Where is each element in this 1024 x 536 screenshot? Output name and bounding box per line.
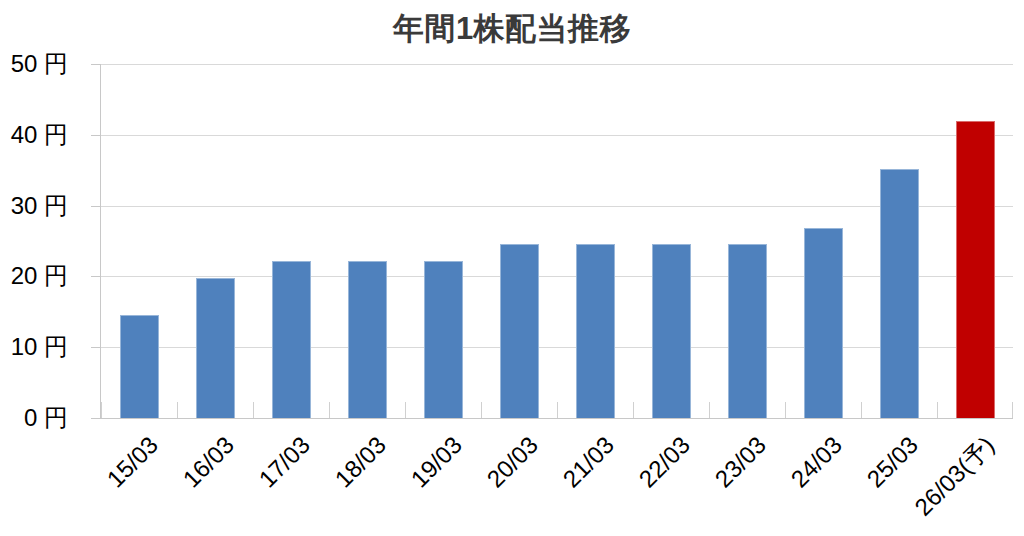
bar-25/03 xyxy=(880,169,919,418)
bar-16/03 xyxy=(196,278,235,418)
x-axis-tick-4 xyxy=(405,402,406,418)
x-axis-tick-12 xyxy=(1012,402,1013,418)
dividend-bar-chart: 年間1株配当推移 0 円10 円20 円30 円40 円50 円 15/0316… xyxy=(0,0,1024,536)
x-axis-tick-7 xyxy=(633,402,634,418)
y-axis-label-20: 20 円 xyxy=(0,261,68,291)
y-axis-tick-40 xyxy=(91,135,100,136)
x-axis-tick-9 xyxy=(785,402,786,418)
x-axis-tick-1 xyxy=(177,402,178,418)
gridline-50 xyxy=(101,64,1013,65)
y-axis-label-50: 50 円 xyxy=(0,49,68,79)
y-axis-tick-30 xyxy=(91,206,100,207)
bar-19/03 xyxy=(424,261,463,418)
x-axis-tick-11 xyxy=(937,402,938,418)
y-axis-tick-50 xyxy=(91,64,100,65)
bar-21/03 xyxy=(576,244,615,418)
bar-17/03 xyxy=(272,261,311,418)
x-axis-tick-5 xyxy=(481,402,482,418)
bar-18/03 xyxy=(348,261,387,418)
x-axis-tick-0 xyxy=(101,402,102,418)
gridline-20 xyxy=(101,276,1013,277)
bar-15/03 xyxy=(120,315,159,418)
chart-title: 年間1株配当推移 xyxy=(0,8,1024,50)
gridline-10 xyxy=(101,347,1013,348)
x-axis-tick-3 xyxy=(329,402,330,418)
bar-22/03 xyxy=(652,244,691,418)
y-axis-label-40: 40 円 xyxy=(0,120,68,150)
y-axis-label-30: 30 円 xyxy=(0,191,68,221)
y-axis-tick-0 xyxy=(91,418,100,419)
y-axis-tick-10 xyxy=(91,347,100,348)
bar-26/03(予) xyxy=(956,121,995,418)
x-axis-tick-10 xyxy=(861,402,862,418)
y-axis-tick-20 xyxy=(91,276,100,277)
x-axis-tick-6 xyxy=(557,402,558,418)
gridline-40 xyxy=(101,135,1013,136)
bar-20/03 xyxy=(500,244,539,418)
x-axis-tick-2 xyxy=(253,402,254,418)
bar-24/03 xyxy=(804,228,843,418)
bar-23/03 xyxy=(728,244,767,418)
y-axis-label-0: 0 円 xyxy=(0,403,68,433)
plot-area xyxy=(100,64,1013,419)
gridline-30 xyxy=(101,206,1013,207)
x-axis-tick-8 xyxy=(709,402,710,418)
y-axis-label-10: 10 円 xyxy=(0,332,68,362)
